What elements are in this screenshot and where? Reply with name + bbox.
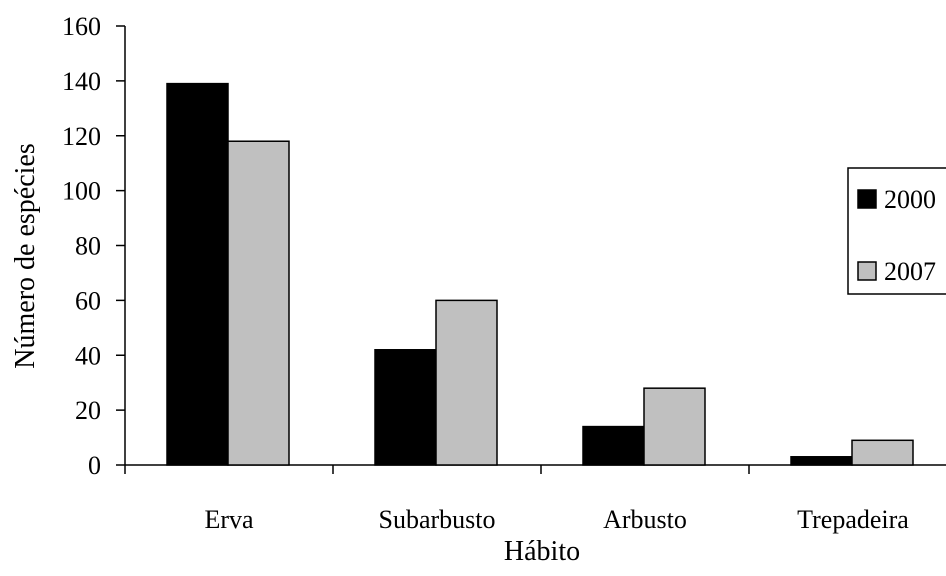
- y-tick-label: 120: [62, 122, 101, 151]
- y-tick-label: 100: [62, 177, 101, 206]
- y-tick-label: 20: [75, 396, 101, 425]
- y-tick-label: 160: [62, 12, 101, 41]
- bar-2000-arbusto: [582, 425, 645, 466]
- category-labels: Erva Subarbusto Arbusto Trepadeira: [204, 505, 909, 534]
- legend: 2000 2007: [847, 167, 946, 295]
- bar-2007-subarbusto: [435, 299, 498, 466]
- category-label: Trepadeira: [797, 505, 909, 534]
- x-axis: [124, 464, 946, 474]
- category-label: Subarbusto: [379, 505, 496, 534]
- legend-swatch-2007: [857, 261, 877, 281]
- y-axis: 0 20 40 60 80 100 120 140 160: [62, 12, 126, 480]
- bar-2007-arbusto: [643, 387, 706, 466]
- y-tick-label: 140: [62, 67, 101, 96]
- legend-label: 2000: [884, 185, 936, 214]
- bar-2007-trepadeira: [851, 439, 914, 466]
- y-tick-label: 40: [75, 341, 101, 370]
- category-label: Arbusto: [603, 505, 687, 534]
- y-axis-title: Número de espécies: [10, 143, 41, 368]
- bar-2000-subarbusto: [374, 349, 437, 466]
- y-tick-label: 60: [75, 286, 101, 315]
- bars: [166, 82, 914, 466]
- legend-label: 2007: [884, 257, 936, 286]
- bar-2007-erva: [227, 140, 290, 466]
- bar-2000-erva: [166, 82, 229, 466]
- legend-swatch-2000: [857, 189, 877, 209]
- y-tick-label: 0: [88, 451, 101, 480]
- x-axis-title: Hábito: [504, 536, 580, 567]
- category-label: Erva: [204, 505, 254, 534]
- bar-2000-trepadeira: [790, 456, 853, 466]
- y-tick-label: 80: [75, 232, 101, 261]
